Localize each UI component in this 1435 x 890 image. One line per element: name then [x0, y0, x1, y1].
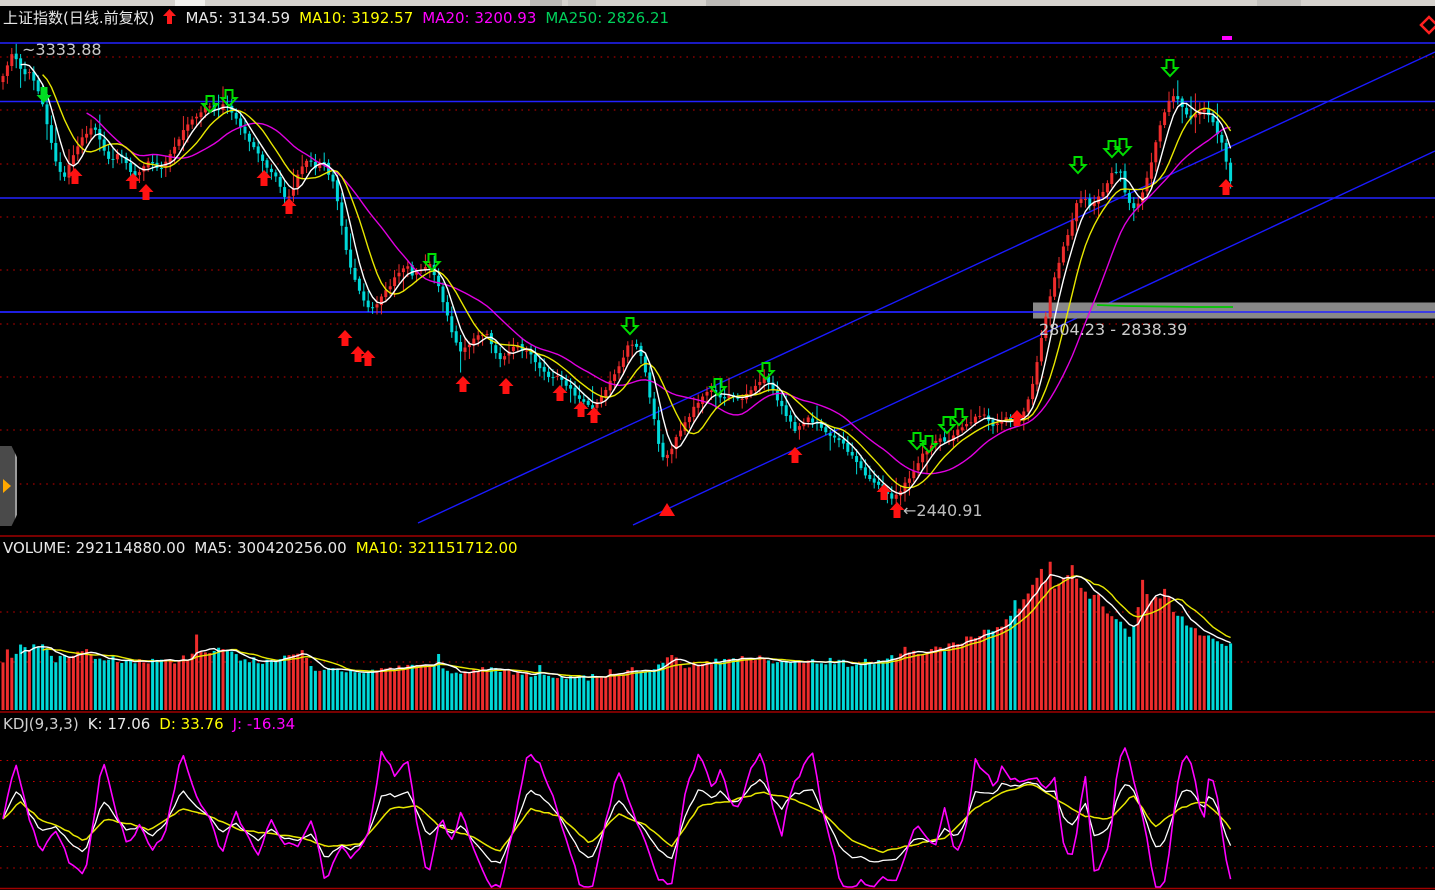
price-high-annotation: ~3333.88 [22, 40, 102, 59]
toolbar-segment [530, 0, 562, 6]
volume-value: VOLUME: 292114880.00 [3, 539, 186, 557]
ma20-value: MA20: 3200.93 [422, 9, 537, 27]
price-low-annotation: ←2440.91 [903, 501, 983, 520]
index-title: 上证指数(日线.前复权) [3, 9, 155, 27]
band-range-annotation: 2804.23 - 2838.39 [1039, 320, 1188, 339]
volume-ma10-value: MA10: 321151712.00 [355, 539, 518, 557]
toolbar-segment [706, 0, 740, 6]
kdj-j-value: J: -16.34 [232, 715, 296, 733]
kdj-d-value: D: 33.76 [159, 715, 224, 733]
volume-ma5-value: MA5: 300420256.00 [194, 539, 347, 557]
toolbar-segment [1257, 0, 1301, 6]
ma5-value: MA5: 3134.59 [185, 9, 291, 27]
ma250-value: MA250: 2826.21 [545, 9, 670, 27]
ma10-value: MA10: 3192.57 [299, 9, 414, 27]
main-chart-header: 上证指数(日线.前复权) MA5: 3134.59 MA10: 3192.57 … [3, 8, 669, 27]
volume-header: VOLUME: 292114880.00 MA5: 300420256.00 M… [3, 539, 518, 557]
toolbar-segment [568, 0, 596, 6]
sidebar-expand-handle[interactable] [0, 446, 17, 526]
kdj-header: KDJ(9,3,3) K: 17.06 D: 33.76 J: -16.34 [3, 715, 295, 733]
toolbar-segment [175, 0, 205, 6]
expand-arrow-icon [3, 479, 11, 493]
red-up-arrow-icon [163, 9, 177, 28]
top-toolbar-strip [0, 0, 1435, 6]
kdj-k-value: K: 17.06 [87, 715, 151, 733]
kdj-indicator-label: KDJ(9,3,3) [3, 715, 79, 733]
